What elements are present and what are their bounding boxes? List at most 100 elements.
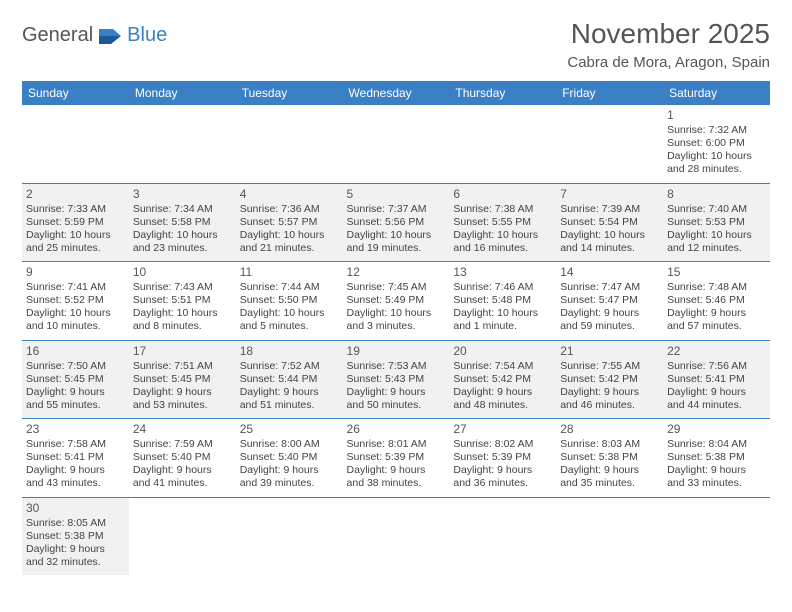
sunrise-line: Sunrise: 7:47 AM <box>560 281 659 294</box>
sunrise-line: Sunrise: 7:59 AM <box>133 438 232 451</box>
sunset-line: Sunset: 5:49 PM <box>347 294 446 307</box>
calendar-cell-empty <box>449 105 556 183</box>
calendar-cell: 20Sunrise: 7:54 AMSunset: 5:42 PMDayligh… <box>449 340 556 419</box>
calendar-cell-empty <box>343 497 450 575</box>
sunset-line: Sunset: 5:43 PM <box>347 373 446 386</box>
daylight-line: and 36 minutes. <box>453 477 552 490</box>
daylight-line: and 8 minutes. <box>133 320 232 333</box>
day-number: 12 <box>347 265 446 279</box>
sunrise-line: Sunrise: 7:58 AM <box>26 438 125 451</box>
calendar-week: 1Sunrise: 7:32 AMSunset: 6:00 PMDaylight… <box>22 105 770 183</box>
sunrise-line: Sunrise: 8:01 AM <box>347 438 446 451</box>
logo-text-blue: Blue <box>127 24 167 47</box>
calendar-cell-empty <box>22 105 129 183</box>
calendar-cell: 2Sunrise: 7:33 AMSunset: 5:59 PMDaylight… <box>22 183 129 262</box>
calendar-cell-empty <box>663 497 770 575</box>
daylight-line: and 14 minutes. <box>560 242 659 255</box>
calendar-head: SundayMondayTuesdayWednesdayThursdayFrid… <box>22 81 770 105</box>
day-number: 29 <box>667 422 766 436</box>
calendar-cell: 8Sunrise: 7:40 AMSunset: 5:53 PMDaylight… <box>663 183 770 262</box>
calendar-cell-empty <box>236 497 343 575</box>
sunset-line: Sunset: 5:47 PM <box>560 294 659 307</box>
day-number: 14 <box>560 265 659 279</box>
sunrise-line: Sunrise: 7:55 AM <box>560 360 659 373</box>
calendar-cell: 27Sunrise: 8:02 AMSunset: 5:39 PMDayligh… <box>449 419 556 498</box>
calendar-cell: 7Sunrise: 7:39 AMSunset: 5:54 PMDaylight… <box>556 183 663 262</box>
calendar-cell-empty <box>556 497 663 575</box>
sunset-line: Sunset: 5:45 PM <box>133 373 232 386</box>
day-header-row: SundayMondayTuesdayWednesdayThursdayFrid… <box>22 81 770 105</box>
sunrise-line: Sunrise: 7:44 AM <box>240 281 339 294</box>
calendar-cell-empty <box>129 497 236 575</box>
day-header: Monday <box>129 81 236 105</box>
daylight-line: and 39 minutes. <box>240 477 339 490</box>
sunrise-line: Sunrise: 8:03 AM <box>560 438 659 451</box>
day-number: 22 <box>667 344 766 358</box>
day-number: 18 <box>240 344 339 358</box>
day-number: 20 <box>453 344 552 358</box>
sunset-line: Sunset: 5:40 PM <box>133 451 232 464</box>
sunrise-line: Sunrise: 7:36 AM <box>240 203 339 216</box>
calendar-cell: 10Sunrise: 7:43 AMSunset: 5:51 PMDayligh… <box>129 262 236 341</box>
daylight-line: and 28 minutes. <box>667 163 766 176</box>
calendar-cell-empty <box>449 497 556 575</box>
sunrise-line: Sunrise: 7:56 AM <box>667 360 766 373</box>
daylight-line: Daylight: 10 hours <box>347 229 446 242</box>
calendar-cell-empty <box>556 105 663 183</box>
calendar-cell: 9Sunrise: 7:41 AMSunset: 5:52 PMDaylight… <box>22 262 129 341</box>
day-number: 10 <box>133 265 232 279</box>
daylight-line: and 43 minutes. <box>26 477 125 490</box>
daylight-line: Daylight: 10 hours <box>667 150 766 163</box>
sunset-line: Sunset: 5:57 PM <box>240 216 339 229</box>
sunset-line: Sunset: 5:46 PM <box>667 294 766 307</box>
sunset-line: Sunset: 5:39 PM <box>347 451 446 464</box>
daylight-line: and 38 minutes. <box>347 477 446 490</box>
sunrise-line: Sunrise: 7:33 AM <box>26 203 125 216</box>
daylight-line: and 23 minutes. <box>133 242 232 255</box>
sunrise-line: Sunrise: 7:54 AM <box>453 360 552 373</box>
day-number: 15 <box>667 265 766 279</box>
daylight-line: Daylight: 10 hours <box>240 307 339 320</box>
calendar-cell: 28Sunrise: 8:03 AMSunset: 5:38 PMDayligh… <box>556 419 663 498</box>
daylight-line: and 51 minutes. <box>240 399 339 412</box>
day-number: 23 <box>26 422 125 436</box>
calendar-cell: 15Sunrise: 7:48 AMSunset: 5:46 PMDayligh… <box>663 262 770 341</box>
sunset-line: Sunset: 5:44 PM <box>240 373 339 386</box>
sunrise-line: Sunrise: 7:37 AM <box>347 203 446 216</box>
daylight-line: Daylight: 9 hours <box>667 386 766 399</box>
daylight-line: and 33 minutes. <box>667 477 766 490</box>
sunset-line: Sunset: 5:40 PM <box>240 451 339 464</box>
calendar-cell: 21Sunrise: 7:55 AMSunset: 5:42 PMDayligh… <box>556 340 663 419</box>
sunset-line: Sunset: 5:39 PM <box>453 451 552 464</box>
day-header: Sunday <box>22 81 129 105</box>
sunrise-line: Sunrise: 7:52 AM <box>240 360 339 373</box>
day-number: 27 <box>453 422 552 436</box>
sunset-line: Sunset: 5:54 PM <box>560 216 659 229</box>
daylight-line: Daylight: 9 hours <box>26 464 125 477</box>
day-number: 3 <box>133 187 232 201</box>
sunrise-line: Sunrise: 7:41 AM <box>26 281 125 294</box>
calendar-body: 1Sunrise: 7:32 AMSunset: 6:00 PMDaylight… <box>22 105 770 575</box>
calendar-week: 9Sunrise: 7:41 AMSunset: 5:52 PMDaylight… <box>22 262 770 341</box>
daylight-line: Daylight: 9 hours <box>347 464 446 477</box>
calendar-cell: 25Sunrise: 8:00 AMSunset: 5:40 PMDayligh… <box>236 419 343 498</box>
calendar-cell: 29Sunrise: 8:04 AMSunset: 5:38 PMDayligh… <box>663 419 770 498</box>
calendar-cell: 19Sunrise: 7:53 AMSunset: 5:43 PMDayligh… <box>343 340 450 419</box>
calendar-cell: 3Sunrise: 7:34 AMSunset: 5:58 PMDaylight… <box>129 183 236 262</box>
day-number: 28 <box>560 422 659 436</box>
day-number: 26 <box>347 422 446 436</box>
sunrise-line: Sunrise: 7:43 AM <box>133 281 232 294</box>
calendar-table: SundayMondayTuesdayWednesdayThursdayFrid… <box>22 81 770 575</box>
calendar-cell: 13Sunrise: 7:46 AMSunset: 5:48 PMDayligh… <box>449 262 556 341</box>
day-number: 19 <box>347 344 446 358</box>
day-number: 21 <box>560 344 659 358</box>
sunset-line: Sunset: 5:38 PM <box>667 451 766 464</box>
daylight-line: Daylight: 10 hours <box>133 229 232 242</box>
sunset-line: Sunset: 5:45 PM <box>26 373 125 386</box>
daylight-line: Daylight: 10 hours <box>453 229 552 242</box>
sunrise-line: Sunrise: 7:40 AM <box>667 203 766 216</box>
daylight-line: Daylight: 9 hours <box>453 386 552 399</box>
calendar-cell: 16Sunrise: 7:50 AMSunset: 5:45 PMDayligh… <box>22 340 129 419</box>
calendar-cell: 26 Sunrise: 8:01 AMSunset: 5:39 PMDayligh… <box>343 419 450 498</box>
sunset-line: Sunset: 5:59 PM <box>26 216 125 229</box>
